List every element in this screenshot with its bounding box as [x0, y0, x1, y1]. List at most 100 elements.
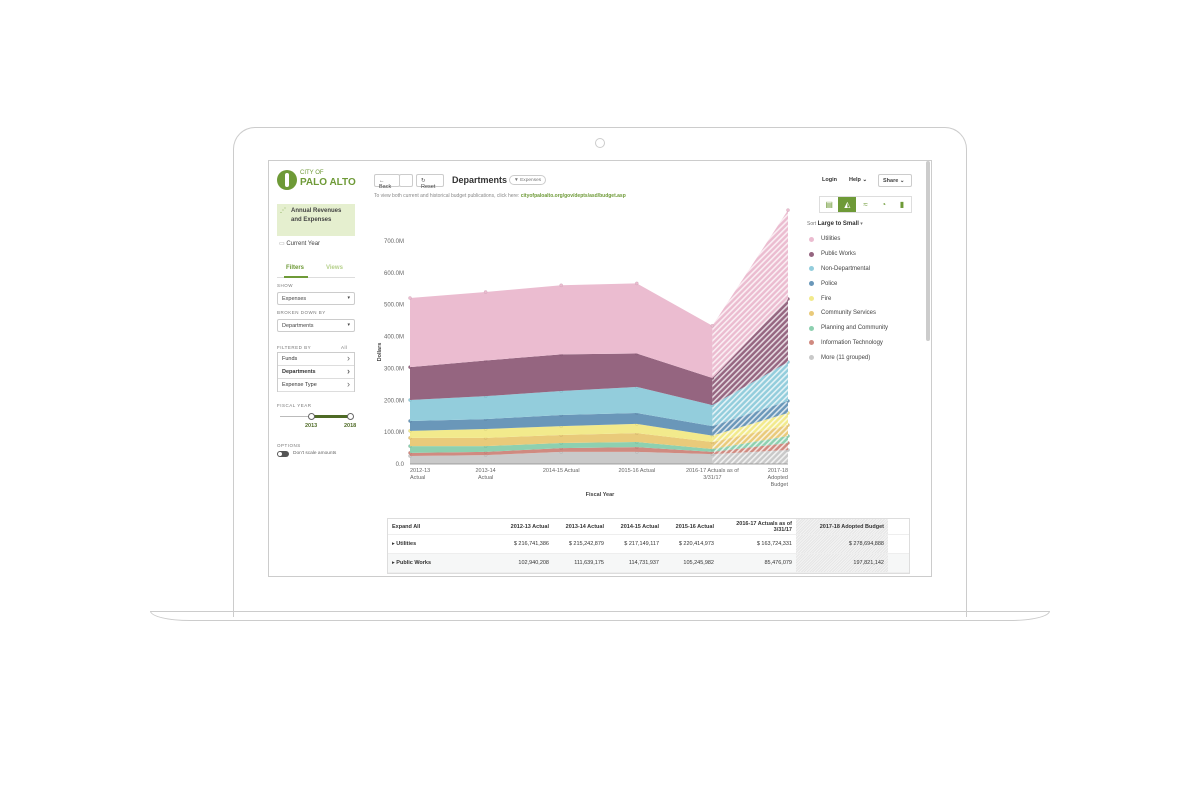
y-tick-label: 700.0M	[384, 239, 404, 245]
tab-filters[interactable]: Filters	[286, 265, 305, 271]
area-utilities	[410, 283, 713, 378]
table-cell: $ 163,724,331	[756, 541, 792, 547]
info-text: To view both current and historical budg…	[374, 193, 626, 199]
table-cell: $ 215,242,879	[568, 541, 604, 547]
data-table: Expand All 2012-13 Actual 2013-14 Actual 20…	[387, 518, 910, 574]
tree-logo-icon	[277, 170, 297, 190]
page-title: Departments	[452, 175, 508, 185]
pie-chart-button[interactable]: ◔	[874, 197, 893, 212]
line-chart-button[interactable]: ≈	[856, 197, 875, 212]
info-label: To view both current and historical budg…	[374, 193, 520, 199]
x-tick-label: 2017-18 Adopted Budget	[768, 468, 789, 488]
hatch-overlay	[712, 400, 788, 436]
forward-button[interactable]	[399, 174, 413, 187]
legend-item[interactable]: More (11 grouped)	[809, 350, 888, 365]
y-tick-label: 0.0	[396, 462, 405, 468]
reset-label: Reset	[421, 184, 436, 190]
hatch-overlay	[712, 435, 788, 452]
table-row[interactable]: ▸ Utilities $ 216,741,386 $ 215,242,879 $ 2…	[388, 535, 909, 554]
data-point	[483, 290, 488, 294]
pie-icon: ◔	[881, 200, 887, 209]
chevron-down-icon: ⌄	[899, 178, 905, 184]
slider-range	[311, 415, 351, 418]
expand-caret-icon: ▸	[392, 560, 397, 566]
table-chart-button[interactable]: ▤	[820, 197, 839, 212]
sort-control[interactable]: Sort Large to Small ▾	[807, 221, 863, 227]
table-cell: $ 220,414,973	[678, 541, 714, 547]
x-tick-label: 2014-15 Actual	[543, 468, 580, 474]
legend-label: Information Technology	[821, 339, 883, 346]
legend-item[interactable]: Community Services	[809, 306, 888, 321]
show-select[interactable]: Expenses	[277, 292, 355, 305]
area-community-services	[410, 433, 713, 450]
bar-chart-button[interactable]: ▮	[892, 197, 912, 212]
legend-item[interactable]: Non-Departmental	[809, 262, 888, 277]
table-cell: ▸ Public Works	[388, 560, 498, 566]
share-button[interactable]: Share ⌄	[878, 174, 912, 187]
bar-icon: ▮	[899, 200, 905, 209]
column-header: 2017-18 Adopted Budget	[796, 519, 888, 534]
legend-item[interactable]: Utilities	[809, 232, 888, 247]
legend-item[interactable]: Public Works	[809, 247, 888, 262]
options-label: OPTIONS	[277, 443, 301, 448]
legend-item[interactable]: Planning and Community	[809, 321, 888, 336]
row-label: Public Works	[396, 560, 432, 566]
table-cell: 102,940,208	[518, 560, 549, 566]
logo-line2: PALO ALTO	[300, 177, 356, 188]
area-police	[410, 413, 713, 436]
trend-icon: ⋰	[280, 208, 286, 214]
x-axis-title: Fiscal Year	[586, 492, 616, 498]
filter-all-link[interactable]: All	[341, 345, 348, 350]
scale-toggle[interactable]	[277, 451, 289, 457]
legend-item[interactable]: Police	[809, 276, 888, 291]
nav-annual[interactable]: ⋰ Annual Revenues and Expenses	[277, 204, 355, 236]
row-label: Utilities	[396, 541, 417, 547]
nav-current-year[interactable]: ▭ Current Year	[279, 240, 320, 247]
table-cell: 114,731,937	[628, 560, 659, 566]
tab-views[interactable]: Views	[326, 265, 343, 271]
table-cell: ▸ Utilities	[388, 541, 498, 547]
x-tick-label: 2012-13 Actual	[410, 468, 430, 481]
slider-handle-start[interactable]	[308, 413, 315, 420]
scrollbar[interactable]	[926, 161, 930, 341]
x-tick-label: 2016-17 Actuals as of 3/31/17	[686, 468, 739, 481]
legend-label: Utilities	[821, 236, 841, 243]
reset-button[interactable]: ↻ Reset	[416, 174, 444, 190]
slider-handle-end[interactable]	[347, 413, 354, 420]
expand-all-button[interactable]: Expand All	[392, 523, 421, 530]
table-row[interactable]: ▸ Public Works 102,940,208 111,639,175 114,…	[388, 554, 909, 573]
legend-swatch	[809, 296, 814, 302]
area-information-technology	[410, 447, 713, 457]
legend-item[interactable]: Information Technology	[809, 336, 888, 351]
tab-divider	[277, 277, 355, 278]
y-tick-label: 600.0M	[384, 271, 404, 277]
login-link[interactable]: Login	[822, 177, 837, 183]
help-label: Help	[849, 177, 861, 183]
legend: Utilities Public Works Non-Departmental Pol…	[809, 232, 888, 365]
legend-item[interactable]: Fire	[809, 291, 888, 306]
table-cell: $ 217,149,117	[624, 541, 659, 547]
tab-indicator	[284, 276, 308, 278]
help-menu[interactable]: Help ⌄	[849, 177, 867, 183]
table-cell: 85,476,079	[764, 560, 792, 566]
hatch-overlay	[712, 413, 788, 443]
budget-link[interactable]: cityofpaloalto.org/gov/depts/asd/budget.…	[520, 193, 626, 199]
filter-expense-type[interactable]: Expense Type	[278, 379, 354, 392]
hatch-overlay	[712, 362, 788, 427]
table-cell: 197,821,142	[796, 554, 888, 572]
legend-swatch	[809, 325, 814, 331]
laptop-bezel	[233, 127, 967, 617]
sort-value: Large to Small	[817, 221, 859, 227]
area-fire	[410, 423, 713, 443]
laptop-camera	[595, 138, 605, 148]
legend-swatch	[809, 281, 814, 287]
stacked-area-chart-button[interactable]: ◭	[838, 197, 857, 212]
y-tick-label: 500.0M	[384, 303, 404, 309]
filter-tag[interactable]: ▼ Expenses	[509, 175, 547, 185]
column-header: 2013-14 Actual	[565, 523, 604, 530]
fiscal-start: 2013	[305, 423, 318, 429]
area-public-works	[410, 353, 713, 406]
hatch-overlay	[712, 298, 788, 406]
broken-select[interactable]: Departments	[277, 319, 355, 332]
